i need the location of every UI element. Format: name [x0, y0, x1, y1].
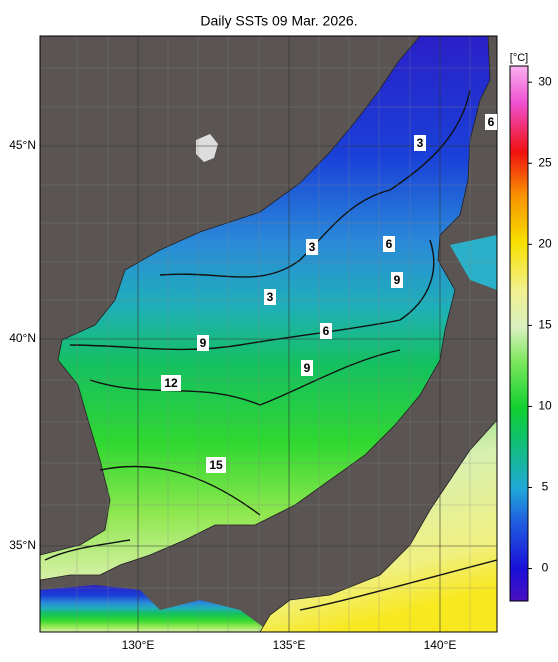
contour-label-box	[320, 323, 332, 339]
map-area	[40, 36, 497, 632]
lon-label: 135°E	[273, 638, 306, 652]
contour-label: 9	[200, 336, 207, 350]
contour-label-box	[301, 360, 313, 376]
east-china-sea	[40, 585, 270, 632]
lon-label: 140°E	[424, 638, 457, 652]
contour-label-box	[383, 236, 395, 252]
contour-label-box	[306, 239, 318, 255]
map-frame	[39, 35, 498, 633]
contour-label-box	[264, 289, 276, 305]
lake-khanka	[196, 134, 218, 162]
contour-label: 3	[417, 136, 424, 150]
colorbar-tick-label: 30	[538, 74, 552, 88]
contours	[44, 89, 497, 611]
colorbar-unit: [°C]	[510, 52, 528, 64]
lat-label: 40°N	[9, 331, 36, 345]
contour-label: 9	[394, 273, 401, 287]
hokkaido-bay	[450, 235, 497, 290]
colorbar-ticks: 0 5 10 15 20 25 30	[528, 74, 552, 575]
contour-label-box	[391, 272, 403, 288]
map-title: Daily SSTs 09 Mar. 2026.	[200, 13, 357, 29]
contour-label: 9	[304, 361, 311, 375]
lon-label: 130°E	[122, 638, 155, 652]
contour-label: 15	[209, 458, 223, 472]
colorbar	[509, 65, 529, 602]
contour-label: 3	[309, 240, 316, 254]
contour-label: 6	[488, 115, 495, 129]
colorbar-tick-label: 5	[542, 480, 549, 494]
colorbar-tick-label: 25	[538, 155, 552, 169]
lat-label: 35°N	[9, 538, 36, 552]
colorbar-tick-label: 20	[538, 237, 552, 251]
lat-label: 45°N	[9, 138, 36, 152]
contour-label: 12	[164, 376, 178, 390]
contour-label-box	[414, 135, 426, 151]
contour-labels: 3 3 3 6 6 6 9 9 9 12 15	[161, 114, 497, 473]
contour-label: 3	[267, 290, 274, 304]
pacific	[259, 419, 497, 632]
contour-label-box	[197, 335, 209, 351]
sea-of-japan	[40, 36, 491, 581]
colorbar-tick-label: 0	[542, 561, 549, 575]
contour-label: 6	[323, 324, 330, 338]
contour-label: 6	[386, 237, 393, 251]
colorbar-tick-label: 10	[538, 399, 552, 413]
contour-label-box	[206, 457, 226, 473]
colorbar-tick-label: 15	[538, 318, 552, 332]
contour-label-box	[161, 375, 181, 391]
contour-label-box	[485, 114, 497, 130]
